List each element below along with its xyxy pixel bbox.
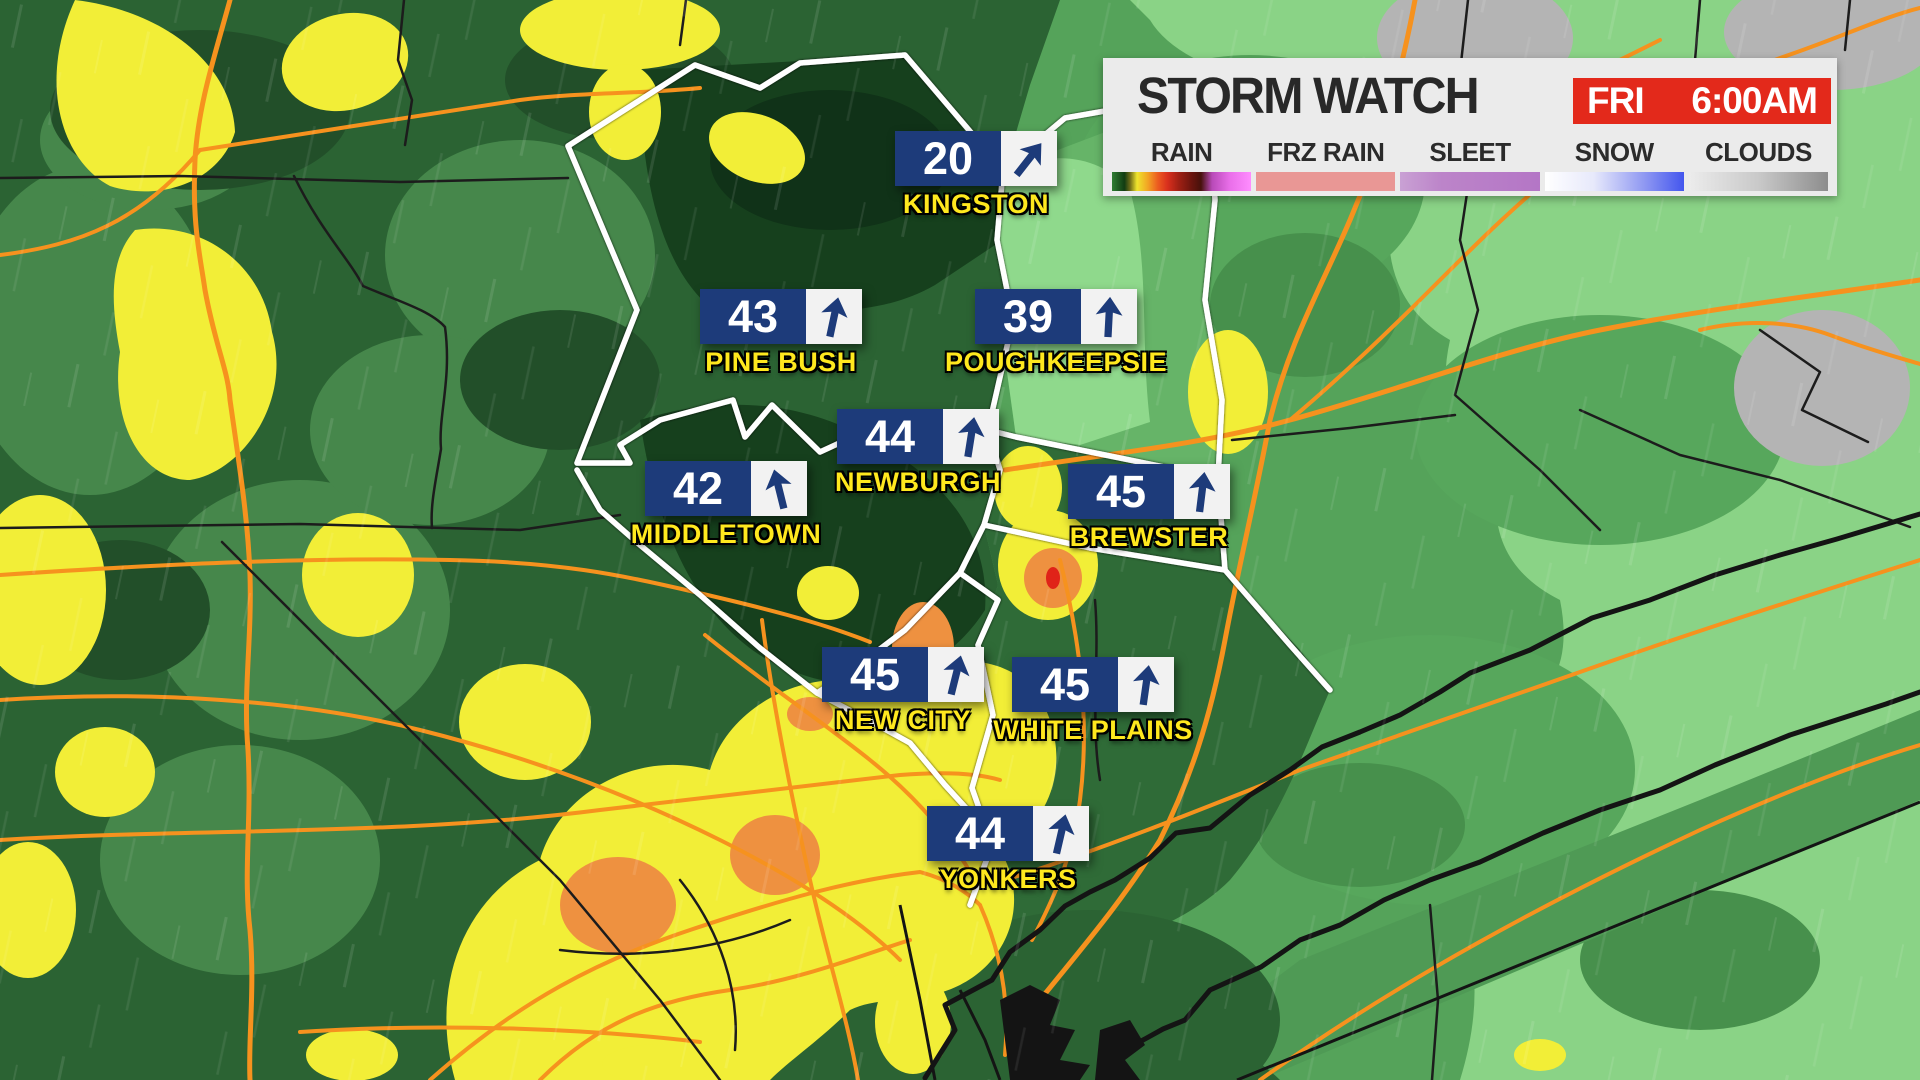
wind-speed-value: 45 [822, 647, 928, 702]
legend-item: SLEET [1400, 132, 1540, 191]
station-boxes: 45 [822, 647, 984, 702]
legend-item-label: RAIN [1150, 137, 1213, 167]
precip-type-legend: RAIN FRZ RAIN SLEET SNOW CLOUDS [1112, 132, 1829, 191]
station-boxes: 45 [1068, 464, 1230, 519]
legend-item-label: CLOUDS [1705, 137, 1812, 167]
station-white-plains: 45 WHITE PLAINS [993, 657, 1192, 745]
wind-speed-value: 45 [1012, 657, 1118, 712]
station-name-label: KINGSTON [902, 189, 1050, 219]
station-new-city: 45 NEW CITY [822, 647, 984, 735]
legend-item: RAIN [1112, 132, 1252, 191]
legend-item: SNOW [1544, 132, 1684, 191]
time-badge: FRI 6:00AM [1573, 78, 1831, 124]
badge-day: FRI [1587, 80, 1645, 121]
wind-direction-arrow-icon [1033, 806, 1089, 861]
station-name-label: PINE BUSH [705, 347, 857, 377]
wind-speed-value: 44 [837, 409, 943, 464]
station-boxes: 39 [975, 289, 1137, 344]
station-boxes: 42 [645, 461, 807, 516]
station-boxes: 44 [927, 806, 1089, 861]
wind-direction-arrow-icon [1118, 657, 1174, 712]
wind-speed-value: 43 [700, 289, 806, 344]
station-yonkers: 44 YONKERS [927, 806, 1089, 894]
legend-item: FRZ RAIN [1256, 132, 1396, 191]
station-brewster: 45 BREWSTER [1068, 464, 1230, 552]
station-name-label: BREWSTER [1069, 522, 1229, 552]
legend-item-label: FRZ RAIN [1267, 137, 1385, 167]
wind-speed-value: 42 [645, 461, 751, 516]
station-boxes: 44 [837, 409, 999, 464]
legend-item: CLOUDS [1688, 132, 1829, 191]
wind-direction-arrow-icon [1001, 131, 1057, 186]
station-name-label: NEW CITY [835, 705, 971, 735]
station-boxes: 43 [700, 289, 862, 344]
wind-speed-value: 44 [927, 806, 1033, 861]
station-name-label: WHITE PLAINS [993, 715, 1193, 745]
station-name-label: NEWBURGH [835, 467, 1001, 497]
legend-color-bar [1400, 172, 1540, 191]
station-kingston: 20 KINGSTON [895, 131, 1057, 219]
panel-title: STORM WATCH [1137, 67, 1480, 124]
legend-color-bar [1256, 172, 1396, 191]
wind-direction-arrow-icon [751, 461, 807, 516]
station-middletown: 42 MIDDLETOWN [631, 461, 821, 549]
wind-speed-value: 20 [895, 131, 1001, 186]
station-newburgh: 44 NEWBURGH [835, 409, 1001, 497]
legend-item-label: SLEET [1429, 137, 1511, 167]
storm-watch-panel: STORM WATCH FRI 6:00AM RAIN FRZ RAIN SLE… [1103, 58, 1837, 196]
wind-direction-arrow-icon [943, 409, 999, 464]
station-name-label: POUGHKEEPSIE [944, 347, 1168, 377]
wind-direction-arrow-icon [806, 289, 862, 344]
station-name-label: MIDDLETOWN [630, 519, 822, 549]
legend-item-label: SNOW [1574, 137, 1654, 167]
station-poughkeepsie: 39 POUGHKEEPSIE [945, 289, 1167, 377]
legend-color-bar [1112, 172, 1252, 191]
wind-direction-arrow-icon [928, 647, 984, 702]
wind-direction-arrow-icon [1081, 289, 1137, 344]
station-boxes: 45 [1012, 657, 1174, 712]
wind-speed-value: 45 [1068, 464, 1174, 519]
station-boxes: 20 [895, 131, 1057, 186]
station-name-label: YONKERS [939, 864, 1077, 894]
wind-speed-value: 39 [975, 289, 1081, 344]
badge-time: 6:00AM [1691, 80, 1818, 121]
legend-color-bar [1544, 172, 1684, 191]
wind-direction-arrow-icon [1174, 464, 1230, 519]
legend-color-bar [1688, 172, 1829, 191]
station-pine-bush: 43 PINE BUSH [700, 289, 862, 377]
